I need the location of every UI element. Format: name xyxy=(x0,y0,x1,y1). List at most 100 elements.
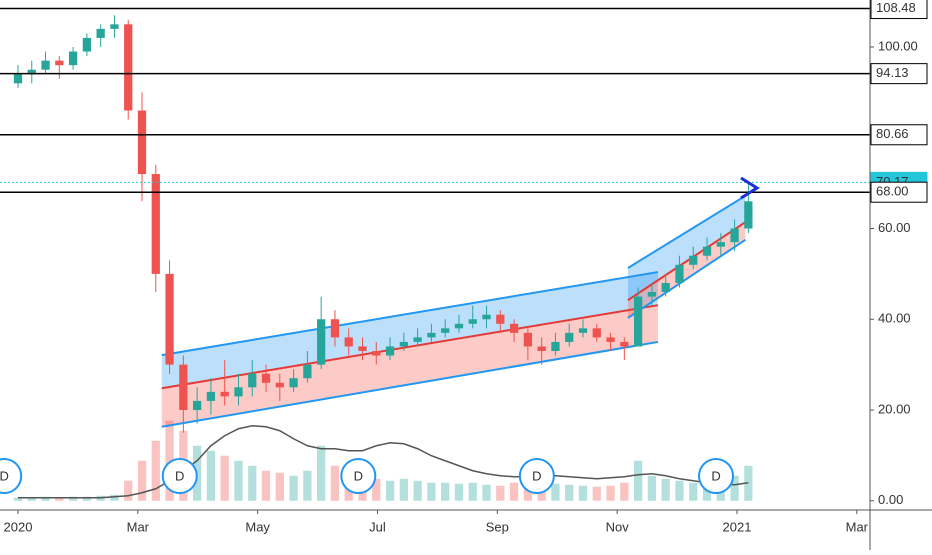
level-label-box xyxy=(870,124,928,146)
channel-lower-line xyxy=(627,239,746,319)
volume-bar xyxy=(55,497,64,501)
volume-bar xyxy=(441,482,450,501)
candle-body xyxy=(592,328,601,338)
volume-bar xyxy=(385,480,395,501)
candle-body xyxy=(427,332,436,338)
y-tick-label: 40.00 xyxy=(878,311,911,326)
candle-body xyxy=(702,246,712,256)
channel-lower-fill xyxy=(161,305,658,427)
volume-bar xyxy=(675,480,684,501)
candle-body xyxy=(675,264,684,283)
candle-body xyxy=(124,24,133,111)
y-tick-label: 60.00 xyxy=(878,220,911,235)
candle-body xyxy=(165,273,174,365)
candle-body xyxy=(330,319,340,338)
dividend-marker xyxy=(0,458,23,494)
volume-bar xyxy=(330,465,340,501)
candle-body xyxy=(372,351,381,356)
volume-bar xyxy=(702,483,712,501)
dividend-label: D xyxy=(175,468,184,483)
volume-bar xyxy=(206,450,216,501)
candle-body xyxy=(716,242,725,247)
volume-bar xyxy=(220,455,229,501)
candle-body xyxy=(275,382,284,388)
x-tick-label: Mar xyxy=(127,519,150,534)
volume-bar xyxy=(234,460,243,501)
candle-body xyxy=(606,337,615,342)
volume-bar xyxy=(248,465,257,501)
channels xyxy=(161,194,746,428)
candle-body xyxy=(192,400,202,410)
candle-body xyxy=(41,60,50,70)
volume-bar xyxy=(592,486,601,501)
volume-ma-line xyxy=(17,424,749,499)
volume-bar xyxy=(661,478,670,501)
candle-body xyxy=(385,346,395,356)
level-label: 108.48 xyxy=(876,0,916,15)
volume-bar xyxy=(124,480,133,501)
y-tick-label: 100.00 xyxy=(878,38,918,53)
x-tick-label: Mar xyxy=(846,519,869,534)
channel-upper-line xyxy=(627,194,746,269)
candle-body xyxy=(303,364,312,379)
volume-bar xyxy=(261,470,271,501)
volume-bar xyxy=(578,485,588,501)
dividend-marker xyxy=(161,458,198,494)
candle-body xyxy=(289,378,298,388)
channel-upper-fill xyxy=(627,195,746,301)
volume-bar xyxy=(620,482,629,501)
candle-body xyxy=(482,314,491,320)
level-label-box xyxy=(870,0,928,20)
volume-bar xyxy=(137,460,147,501)
level-label: 94.13 xyxy=(876,65,909,80)
channel-upper-fill xyxy=(161,272,658,389)
volume-bar xyxy=(565,484,574,501)
candle-body xyxy=(248,373,257,388)
candle-body xyxy=(578,328,588,333)
candle-body xyxy=(27,69,36,75)
channel-lower-fill xyxy=(627,222,746,318)
candle-body xyxy=(565,332,574,342)
candle-body xyxy=(344,337,353,347)
candle-body xyxy=(13,74,23,84)
arrow-marker xyxy=(740,176,760,200)
candle-body xyxy=(620,341,629,347)
volume-bar xyxy=(689,482,698,501)
volume-bar xyxy=(289,475,298,501)
candle-body xyxy=(137,110,147,175)
volume-bar xyxy=(82,496,92,501)
x-tick-label: May xyxy=(245,519,270,534)
level-label: 80.66 xyxy=(876,126,909,141)
candle-body xyxy=(399,341,408,347)
volume-bar xyxy=(551,483,560,501)
dividend-marker xyxy=(698,458,735,494)
volume-bar xyxy=(372,478,381,501)
candle-body xyxy=(358,346,367,352)
volume-bar xyxy=(68,496,78,501)
y-tick-label: 0.00 xyxy=(878,492,903,507)
volume-bar xyxy=(454,483,464,501)
x-tick-label: Sep xyxy=(486,519,509,534)
candle-body xyxy=(537,346,546,352)
volume-bar xyxy=(496,485,505,501)
candle-body xyxy=(689,255,698,265)
candle-body xyxy=(413,337,422,342)
candle-body xyxy=(151,174,160,274)
level-label-box xyxy=(870,63,928,85)
candle-body xyxy=(661,282,670,293)
dividend-label: D xyxy=(532,468,541,483)
volume-bar xyxy=(13,497,23,501)
volume-bar xyxy=(509,482,519,501)
candle-body xyxy=(509,323,519,333)
x-tick-label: 2021 xyxy=(723,519,752,534)
volume-bar xyxy=(27,497,36,501)
dividend-label: D xyxy=(711,468,720,483)
candle-body xyxy=(551,341,560,352)
level-label: 68.00 xyxy=(876,184,909,199)
candle-body xyxy=(110,24,119,29)
x-tick-label: Jul xyxy=(369,519,386,534)
candle-body xyxy=(68,51,78,66)
level-label-box xyxy=(870,181,928,203)
